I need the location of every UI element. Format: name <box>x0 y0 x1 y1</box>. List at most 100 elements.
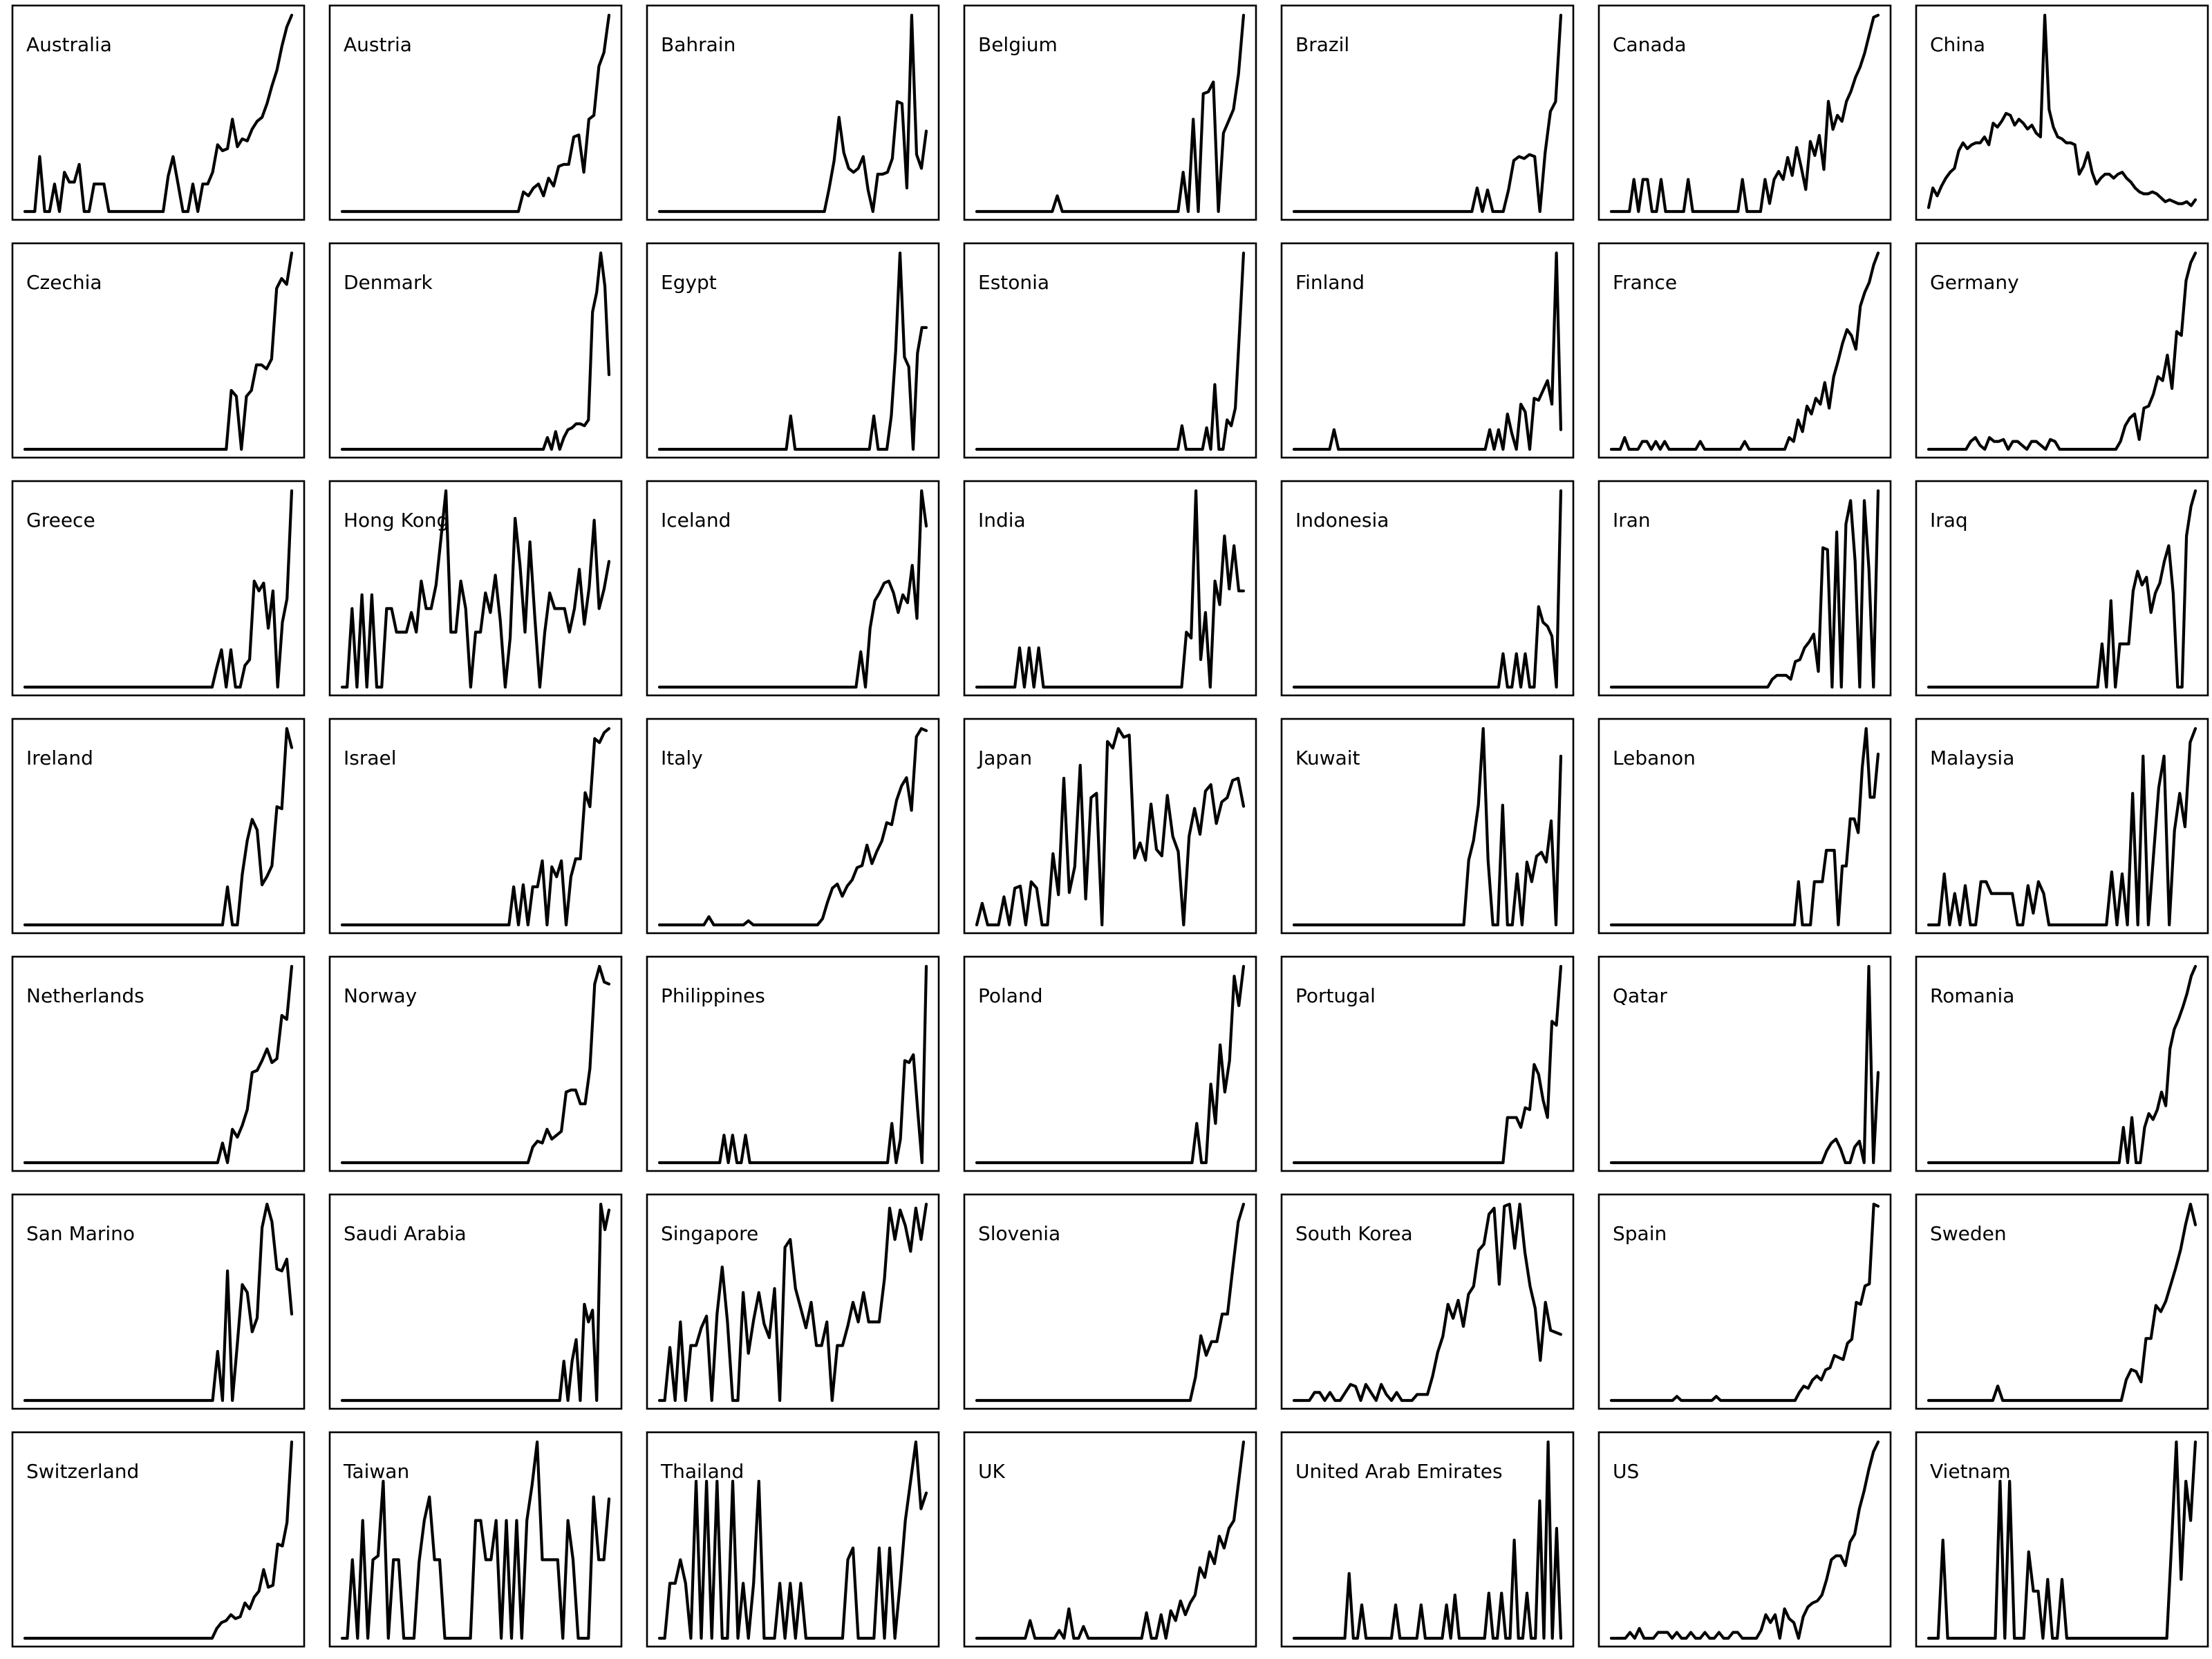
panel-title: Spain <box>1613 1222 1667 1245</box>
panel-hong-kong: Hong Kong <box>328 480 623 697</box>
panel-title: Austria <box>344 33 412 56</box>
panel-slovenia: Slovenia <box>963 1193 1257 1410</box>
series-line <box>975 489 1246 689</box>
panel-title: Greece <box>26 509 95 532</box>
series-line <box>1292 1202 1563 1403</box>
panel-frame <box>1915 718 2209 935</box>
panel-frame <box>1597 242 1892 459</box>
series-line <box>1927 13 2197 209</box>
series-line <box>1292 489 1563 689</box>
panel-title: UK <box>978 1460 1005 1483</box>
panel-us: US <box>1597 1431 1892 1648</box>
panel-czechia: Czechia <box>11 242 306 459</box>
panel-frame <box>963 718 1257 935</box>
panel-south-korea: South Korea <box>1280 1193 1575 1410</box>
panel-finland: Finland <box>1280 242 1575 459</box>
panel-title: San Marino <box>26 1222 135 1245</box>
panel-brazil: Brazil <box>1280 4 1575 221</box>
panel-ireland: Ireland <box>11 718 306 935</box>
panel-bahrain: Bahrain <box>646 4 940 221</box>
panel-malaysia: Malaysia <box>1915 718 2209 935</box>
series-line <box>1292 251 1563 451</box>
series-line <box>1609 489 1880 689</box>
panel-frame <box>963 4 1257 221</box>
panel-estonia: Estonia <box>963 242 1257 459</box>
panel-title: Canada <box>1613 33 1687 56</box>
panel-australia: Australia <box>11 4 306 221</box>
panel-frame <box>328 242 623 459</box>
series-line <box>23 489 294 689</box>
series-line <box>1609 1202 1880 1403</box>
panel-title: Czechia <box>26 271 102 294</box>
series-line <box>1292 727 1563 927</box>
panel-san-marino: San Marino <box>11 1193 306 1410</box>
panel-title: Denmark <box>344 271 433 294</box>
panel-saudi-arabia: Saudi Arabia <box>328 1193 623 1410</box>
panel-frame <box>963 242 1257 459</box>
series-line <box>1609 13 1880 214</box>
panel-title: Sweden <box>1930 1222 2007 1245</box>
panel-china: China <box>1915 4 2209 221</box>
panel-frame <box>963 1193 1257 1410</box>
panel-switzerland: Switzerland <box>11 1431 306 1648</box>
series-line <box>23 727 294 927</box>
panel-frame <box>1280 1193 1575 1410</box>
panel-frame <box>1597 955 1892 1172</box>
panel-title: Finland <box>1295 271 1365 294</box>
panel-united-arab-emirates: United Arab Emirates <box>1280 1431 1575 1648</box>
series-line <box>23 251 294 451</box>
panel-thailand: Thailand <box>646 1431 940 1648</box>
series-line <box>975 251 1246 451</box>
series-line <box>1292 13 1563 214</box>
panel-frame <box>328 1193 623 1410</box>
panel-title: Poland <box>978 984 1042 1007</box>
series-line <box>975 1202 1246 1403</box>
panel-romania: Romania <box>1915 955 2209 1172</box>
panel-frame <box>328 4 623 221</box>
panel-frame <box>1915 480 2209 697</box>
series-line <box>975 1440 1246 1640</box>
series-line <box>340 964 611 1165</box>
series-line <box>340 489 611 689</box>
panel-portugal: Portugal <box>1280 955 1575 1172</box>
panel-frame <box>963 955 1257 1172</box>
panel-sweden: Sweden <box>1915 1193 2209 1410</box>
panel-frame <box>1597 1193 1892 1410</box>
panel-title: Indonesia <box>1295 509 1389 532</box>
panel-title: Iceland <box>661 509 731 532</box>
series-line <box>1609 727 1880 927</box>
panel-germany: Germany <box>1915 242 2209 459</box>
panel-frame <box>646 480 940 697</box>
series-line <box>1292 964 1563 1165</box>
panel-frame <box>963 1431 1257 1648</box>
panel-frame <box>1597 718 1892 935</box>
series-line <box>1927 727 2197 927</box>
panel-france: France <box>1597 242 1892 459</box>
panel-frame <box>328 1431 623 1648</box>
panel-frame <box>646 1193 940 1410</box>
panel-frame <box>1280 242 1575 459</box>
panel-taiwan: Taiwan <box>328 1431 623 1648</box>
series-line <box>657 13 928 214</box>
panel-qatar: Qatar <box>1597 955 1892 1172</box>
panel-frame <box>646 4 940 221</box>
series-line <box>1292 1440 1563 1640</box>
panel-title: Slovenia <box>978 1222 1060 1245</box>
panel-italy: Italy <box>646 718 940 935</box>
panel-title: Malaysia <box>1930 747 2014 769</box>
panel-austria: Austria <box>328 4 623 221</box>
series-line <box>1927 251 2197 451</box>
panel-title: Romania <box>1930 984 2014 1007</box>
panel-uk: UK <box>963 1431 1257 1648</box>
panel-iraq: Iraq <box>1915 480 2209 697</box>
panel-frame <box>1915 1193 2209 1410</box>
panel-title: Israel <box>344 747 397 769</box>
panel-frame <box>11 1431 306 1648</box>
series-line <box>657 251 928 451</box>
series-line <box>1927 964 2197 1165</box>
panel-title: United Arab Emirates <box>1295 1460 1503 1483</box>
series-line <box>340 13 611 214</box>
panel-title: Hong Kong <box>344 509 449 532</box>
panel-iceland: Iceland <box>646 480 940 697</box>
